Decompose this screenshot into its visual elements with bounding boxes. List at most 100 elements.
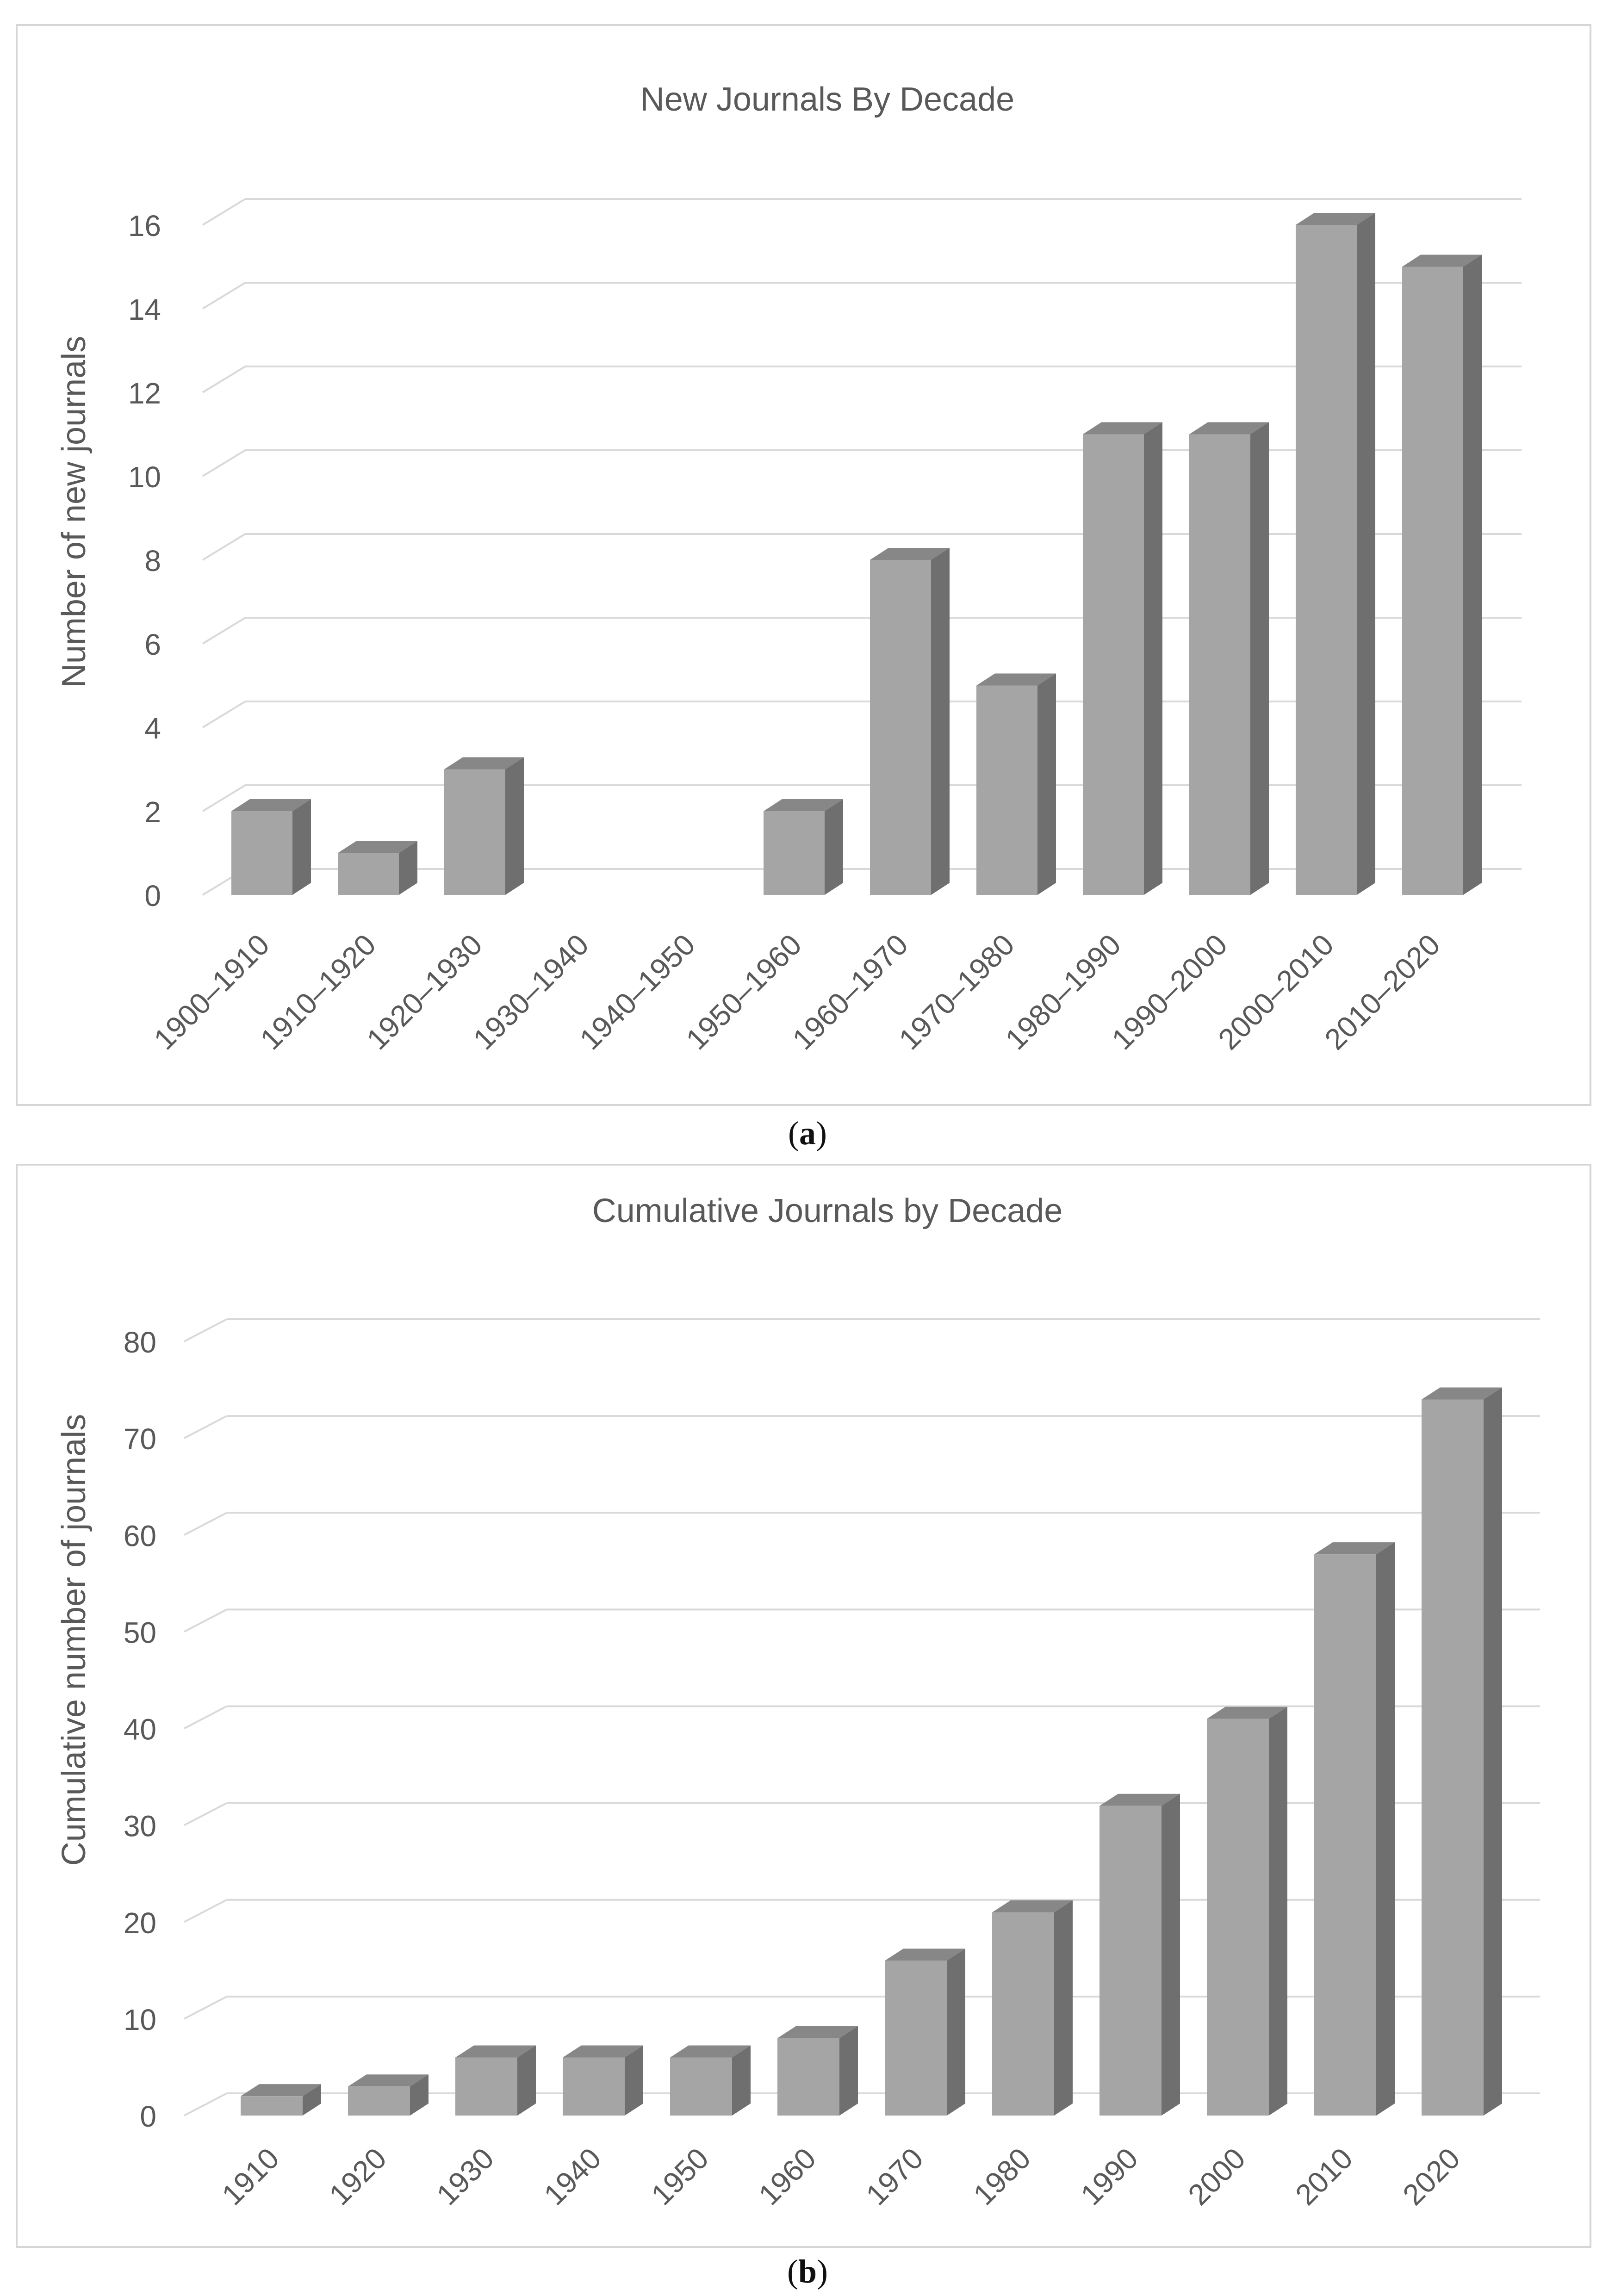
bar-top (885, 1948, 965, 1961)
gridline-edge (184, 1608, 227, 1633)
gridline-edge (184, 2092, 227, 2116)
x-tick-label: 1950 (645, 2141, 715, 2212)
bar-top (670, 2045, 751, 2058)
bar (1314, 1554, 1376, 2116)
gridline-edge (202, 282, 246, 310)
bar (777, 2038, 839, 2116)
bar (670, 2057, 732, 2116)
bar-top (1189, 422, 1269, 434)
bar (455, 2057, 517, 2116)
x-tick-label: 1910 (215, 2141, 286, 2212)
y-tick-label: 0 (144, 879, 161, 912)
gridline-edge (184, 1318, 227, 1342)
bar-top (764, 799, 843, 811)
bar-side (517, 2045, 536, 2116)
bar (231, 811, 292, 895)
figure-caption-a: (a) (788, 1115, 827, 1152)
bar-top (1099, 1793, 1180, 1806)
bar-side (303, 2084, 321, 2116)
bar-top (777, 2026, 858, 2038)
bar-top (231, 799, 311, 811)
y-axis-label: Cumulative number of journals (56, 1414, 93, 1866)
chart-panel-cumulative-journals: Cumulative Journals by Decade Cumulative… (16, 1164, 1591, 2248)
chart-panel-new-journals: New Journals By Decade Number of new jou… (16, 24, 1591, 1106)
bar (1422, 1399, 1484, 2116)
gridline-edge (202, 198, 246, 226)
bar-side (292, 799, 311, 895)
bar (764, 811, 825, 895)
bar-side (1269, 1706, 1287, 2116)
bar (1083, 434, 1144, 895)
chart-title: Cumulative Journals by Decade (592, 1192, 1063, 1229)
gridline-edge (202, 701, 246, 728)
bar-top (1296, 213, 1375, 225)
bar-side (1054, 1900, 1073, 2116)
y-tick-label: 14 (128, 293, 161, 326)
y-tick-label: 0 (140, 2100, 156, 2133)
x-tick-label: 1970 (859, 2141, 930, 2212)
bar-top (241, 2084, 321, 2097)
bar-top (1207, 1706, 1287, 1719)
y-tick-label: 12 (128, 377, 161, 410)
bar (885, 1961, 947, 2116)
bar-top (992, 1900, 1073, 1912)
bar (1207, 1719, 1269, 2116)
bar-side (399, 841, 417, 895)
x-tick-label: 1950–1960 (679, 928, 808, 1056)
y-tick-label: 70 (124, 1422, 156, 1456)
x-tick-label: 2010 (1289, 2141, 1359, 2212)
bar-side (410, 2074, 429, 2116)
bar-side (1037, 673, 1056, 895)
x-tick-label: 1900–1910 (147, 928, 275, 1056)
bar-top (455, 2045, 536, 2058)
x-tick-label: 1960 (752, 2141, 822, 2212)
bar-top (348, 2074, 429, 2087)
gridline-edge (184, 1705, 227, 1730)
bar (563, 2057, 625, 2116)
gridline-edge (202, 449, 246, 477)
plot-area: 0 10 20 30 40 50 60 70 80 1910 1920 1930 1940 1950 196… (124, 1318, 1540, 2212)
gridline-edge (184, 1802, 227, 1826)
bar (444, 769, 505, 895)
y-tick-label: 40 (124, 1713, 156, 1746)
bar (348, 2086, 410, 2116)
gridline-edge (202, 617, 246, 645)
gridline-edge (202, 366, 246, 393)
chart-cumulative-journals: Cumulative Journals by Decade Cumulative… (56, 1192, 1540, 2212)
gridline-edge (184, 1512, 227, 1536)
caption-letter: b (798, 2253, 817, 2290)
plot-area: 0 2 4 6 8 10 12 14 16 1900–19101910–19201920–1930… (128, 198, 1522, 1056)
bar-top (1083, 422, 1162, 434)
bar (338, 853, 399, 895)
bar-side (505, 757, 524, 895)
bar-top (338, 841, 417, 853)
bar-top (563, 2045, 643, 2058)
x-tick-label: 1940–1950 (573, 928, 701, 1056)
x-tick-label: 1970–1980 (892, 928, 1020, 1056)
bar-side (1357, 213, 1375, 895)
bar (1189, 434, 1250, 895)
x-tick-label: 1920–1930 (360, 928, 488, 1056)
bar-top (1402, 254, 1482, 267)
y-tick-label: 8 (144, 544, 161, 577)
gridline-edge (202, 784, 246, 812)
x-tick-label: 1990–2000 (1105, 928, 1233, 1056)
y-tick-label: 80 (124, 1326, 156, 1359)
bar-side (825, 799, 843, 895)
y-tick-label: 4 (144, 712, 161, 745)
x-tick-label: 1980–1990 (999, 928, 1127, 1056)
x-tick-label: 1960–1970 (786, 928, 914, 1056)
bar (870, 560, 931, 895)
x-tick-label: 1990 (1074, 2141, 1144, 2212)
bar-top (870, 548, 950, 560)
chart-new-journals: New Journals By Decade Number of new jou… (56, 81, 1522, 1056)
bar-side (1250, 422, 1269, 895)
bar-top (976, 673, 1056, 686)
bar (1296, 225, 1357, 895)
x-tick-label: 1920 (323, 2141, 393, 2212)
y-tick-label: 10 (124, 2003, 156, 2036)
gridline-edge (184, 1996, 227, 2020)
bar-side (1376, 1542, 1395, 2116)
bar-side (947, 1948, 965, 2116)
y-tick-label: 60 (124, 1519, 156, 1552)
